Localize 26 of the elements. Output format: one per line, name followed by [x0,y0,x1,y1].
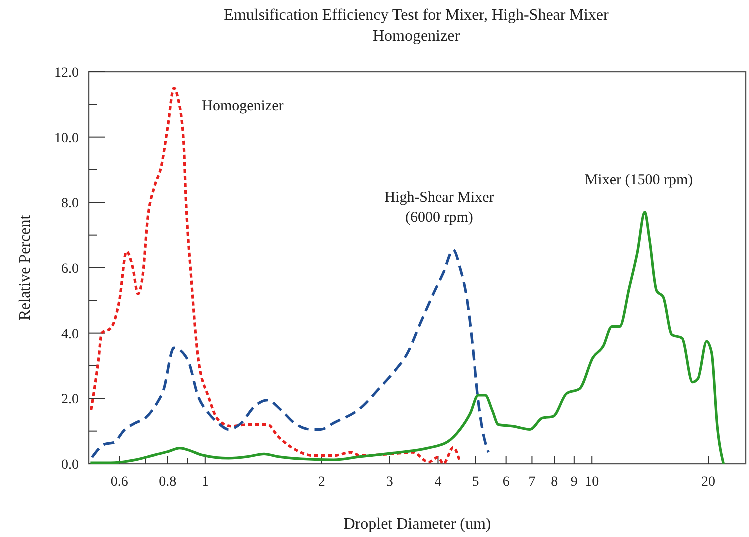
x-tick-label: 20 [702,475,716,490]
y-tick-label: 12.0 [54,66,79,81]
text: High-Shear Mixer (6000 rpm) [384,190,494,226]
y-tick-label: 4.0 [62,327,79,342]
x-tick-label: 0.6 [110,475,128,490]
x-tick-label: 2 [318,475,326,490]
y-tick-label: 6.0 [62,262,79,277]
x-tick-label: 7 [528,475,536,490]
x-tick-label: 9 [570,475,578,490]
x-tick-label: 10 [585,475,600,490]
x-tick-label: 3 [386,475,394,490]
y-tick-label: 8.0 [62,196,79,212]
x-axis-title: Droplet Diameter (um) [344,516,492,533]
chart-title: Emulsification Efficiency Test for Mixer, High-Shear Mixer Homogenizer [224,7,610,45]
y-axis-title: Relative Percent [17,214,34,321]
text: Mixer (1500 rpm) [584,172,694,188]
y-tick-label: 0.0 [62,458,79,473]
series-label: Homogenizer [202,98,284,114]
x-tick-label: 6 [502,475,510,490]
x-tick-label: 8 [551,475,558,490]
y-tick-label: 2.0 [62,392,79,408]
x-tick-label: 5 [472,475,480,490]
x-tick-label: 1 [202,475,209,490]
y-tick-label: 10.0 [54,131,79,146]
x-tick-label: 0.8 [159,475,177,490]
x-tick-label: 4 [434,475,442,490]
